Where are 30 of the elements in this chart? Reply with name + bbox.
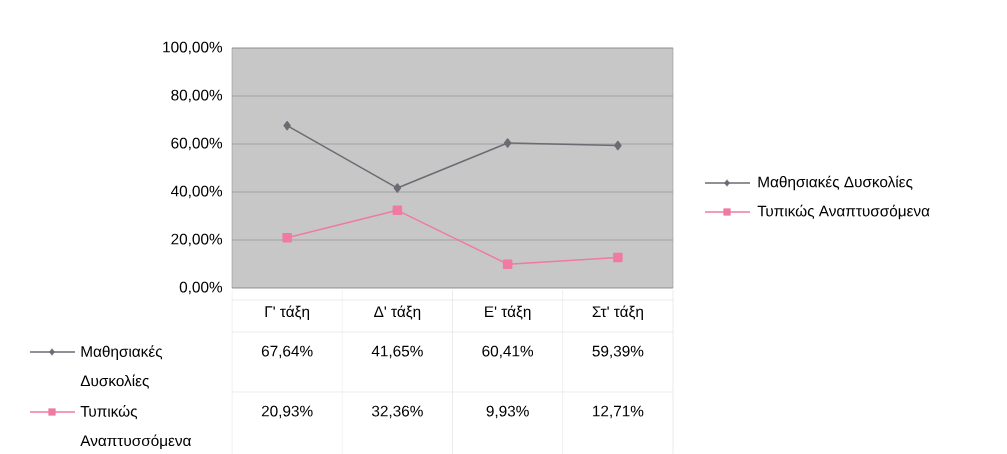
point (502, 259, 513, 269)
legend-label: Τυπικώς Αναπτυσσόμενα (757, 204, 930, 220)
point (282, 232, 292, 243)
x-tick-label: Στ' τάξη (592, 305, 643, 320)
point (392, 205, 403, 215)
point (503, 138, 512, 148)
legend-label: Μαθησιακές Δυσκολίες (758, 175, 913, 191)
data-label: 32,36% (371, 405, 423, 419)
y-tick-label: 0,00% (179, 281, 223, 295)
data-label: 67,64% (261, 345, 313, 359)
data-label: 60,41% (482, 345, 534, 359)
data-label: 9,93% (486, 405, 529, 419)
x-tick-label: Ε' τάξη (485, 305, 531, 320)
data-label: 12,71% (593, 405, 644, 419)
text: Τυπικώς Αναπτυσσόμενα (80, 404, 191, 449)
text: Μαθησιακές Δυσκολίες (80, 345, 163, 389)
y-tick-label: 20,00% (171, 233, 223, 247)
y-tick-label: 60,00% (171, 137, 223, 151)
x-tick-label: Δ' τάξη (374, 305, 421, 320)
data-label: 41,65% (371, 345, 423, 359)
point (613, 252, 623, 263)
point (283, 120, 291, 131)
y-tick-label: 80,00% (171, 89, 223, 103)
point (393, 183, 402, 193)
y-tick-label: 100,00% (163, 41, 223, 55)
y-tick-label: 40,00% (170, 185, 223, 199)
point (614, 140, 622, 151)
data-label: 20,93% (261, 405, 313, 419)
data-label: 59,39% (592, 345, 644, 359)
x-tick-label: Γ' τάξη (265, 305, 310, 320)
